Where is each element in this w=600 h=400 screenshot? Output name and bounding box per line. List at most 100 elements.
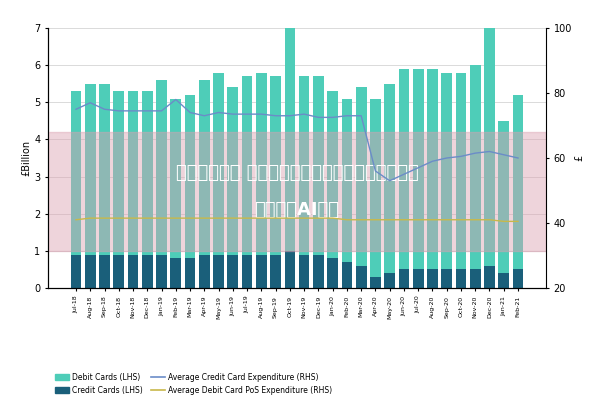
Average Debit Card PoS Expenditure (RHS) [115, 216, 122, 220]
Average Debit Card PoS Expenditure (RHS) [386, 217, 393, 222]
Average Credit Card Expenditure (RHS) [201, 113, 208, 118]
Bar [170, 98, 181, 258]
Average Debit Card PoS Expenditure (RHS) [201, 216, 208, 220]
Average Debit Card PoS Expenditure (RHS) [130, 216, 137, 220]
Bar [299, 76, 310, 254]
Average Debit Card PoS Expenditure (RHS) [358, 217, 365, 222]
Bar [242, 254, 253, 288]
Average Credit Card Expenditure (RHS) [244, 112, 251, 116]
Average Credit Card Expenditure (RHS) [158, 108, 165, 113]
Average Credit Card Expenditure (RHS) [143, 108, 151, 113]
Y-axis label: £Billion: £Billion [22, 140, 31, 176]
Bar [313, 254, 324, 288]
Average Credit Card Expenditure (RHS) [486, 149, 493, 154]
Average Credit Card Expenditure (RHS) [229, 112, 236, 116]
Average Debit Card PoS Expenditure (RHS) [143, 216, 151, 220]
Bar [128, 254, 139, 288]
Bar [455, 270, 466, 288]
Bar [341, 98, 352, 262]
Average Debit Card PoS Expenditure (RHS) [415, 217, 422, 222]
Bar [385, 84, 395, 273]
Bar [499, 273, 509, 288]
Y-axis label: £: £ [575, 155, 585, 161]
Average Credit Card Expenditure (RHS) [286, 113, 293, 118]
Bar [227, 254, 238, 288]
Average Debit Card PoS Expenditure (RHS) [486, 217, 493, 222]
Bar [442, 270, 452, 288]
Bar [398, 270, 409, 288]
Bar [113, 254, 124, 288]
Average Credit Card Expenditure (RHS) [372, 169, 379, 174]
Bar [99, 254, 110, 288]
Bar [455, 72, 466, 270]
Bar [341, 262, 352, 288]
Bar [256, 254, 266, 288]
Line: Average Credit Card Expenditure (RHS): Average Credit Card Expenditure (RHS) [76, 100, 518, 181]
Bar [113, 91, 124, 254]
Bar [512, 270, 523, 288]
Bar [170, 258, 181, 288]
Bar [199, 254, 209, 288]
Average Debit Card PoS Expenditure (RHS) [301, 216, 308, 220]
Bar [156, 80, 167, 254]
Average Credit Card Expenditure (RHS) [130, 108, 137, 113]
Average Debit Card PoS Expenditure (RHS) [215, 216, 222, 220]
Average Debit Card PoS Expenditure (RHS) [272, 216, 279, 220]
Average Credit Card Expenditure (RHS) [343, 113, 350, 118]
Bar [299, 254, 310, 288]
Legend: Debit Cards (LHS), Credit Cards (LHS), Average Credit Card Expenditure (RHS), Av: Debit Cards (LHS), Credit Cards (LHS), A… [52, 370, 335, 398]
Bar [99, 84, 110, 254]
Average Debit Card PoS Expenditure (RHS) [443, 217, 451, 222]
Average Debit Card PoS Expenditure (RHS) [244, 216, 251, 220]
Average Debit Card PoS Expenditure (RHS) [429, 217, 436, 222]
Bar [328, 258, 338, 288]
Bar [427, 69, 438, 270]
Average Credit Card Expenditure (RHS) [457, 154, 464, 159]
Bar [48, 132, 546, 251]
Bar [156, 254, 167, 288]
Average Credit Card Expenditure (RHS) [258, 112, 265, 116]
Average Debit Card PoS Expenditure (RHS) [101, 216, 108, 220]
Average Credit Card Expenditure (RHS) [115, 108, 122, 113]
Bar [242, 76, 253, 254]
Bar [71, 91, 82, 254]
Bar [185, 95, 196, 258]
Text: 炒股按日配资 盛天网络：公司社交、游戏等业务已: 炒股按日配资 盛天网络：公司社交、游戏等业务已 [176, 164, 418, 182]
Average Debit Card PoS Expenditure (RHS) [158, 216, 165, 220]
Bar [213, 72, 224, 254]
Average Debit Card PoS Expenditure (RHS) [172, 216, 179, 220]
Bar [185, 258, 196, 288]
Bar [142, 91, 152, 254]
Bar [427, 270, 438, 288]
Average Debit Card PoS Expenditure (RHS) [187, 216, 194, 220]
Bar [413, 69, 424, 270]
Average Debit Card PoS Expenditure (RHS) [372, 217, 379, 222]
Bar [356, 266, 367, 288]
Average Credit Card Expenditure (RHS) [415, 165, 422, 170]
Bar [270, 76, 281, 254]
Average Credit Card Expenditure (RHS) [443, 156, 451, 160]
Average Debit Card PoS Expenditure (RHS) [286, 216, 293, 220]
Bar [227, 88, 238, 254]
Bar [370, 277, 381, 288]
Bar [284, 251, 295, 288]
Average Debit Card PoS Expenditure (RHS) [329, 216, 336, 220]
Average Credit Card Expenditure (RHS) [86, 100, 94, 105]
Line: Average Debit Card PoS Expenditure (RHS): Average Debit Card PoS Expenditure (RHS) [76, 218, 518, 221]
Average Credit Card Expenditure (RHS) [301, 112, 308, 116]
Average Credit Card Expenditure (RHS) [172, 97, 179, 102]
Average Debit Card PoS Expenditure (RHS) [315, 216, 322, 220]
Average Credit Card Expenditure (RHS) [215, 110, 222, 115]
Average Debit Card PoS Expenditure (RHS) [472, 217, 479, 222]
Average Credit Card Expenditure (RHS) [315, 115, 322, 120]
Bar [328, 91, 338, 258]
Average Credit Card Expenditure (RHS) [272, 113, 279, 118]
Average Credit Card Expenditure (RHS) [472, 151, 479, 156]
Bar [128, 91, 139, 254]
Text: 接入豆包AI工具: 接入豆包AI工具 [254, 201, 340, 219]
Average Credit Card Expenditure (RHS) [329, 115, 336, 120]
Average Credit Card Expenditure (RHS) [514, 156, 521, 160]
Bar [213, 254, 224, 288]
Bar [71, 254, 82, 288]
Bar [256, 72, 266, 254]
